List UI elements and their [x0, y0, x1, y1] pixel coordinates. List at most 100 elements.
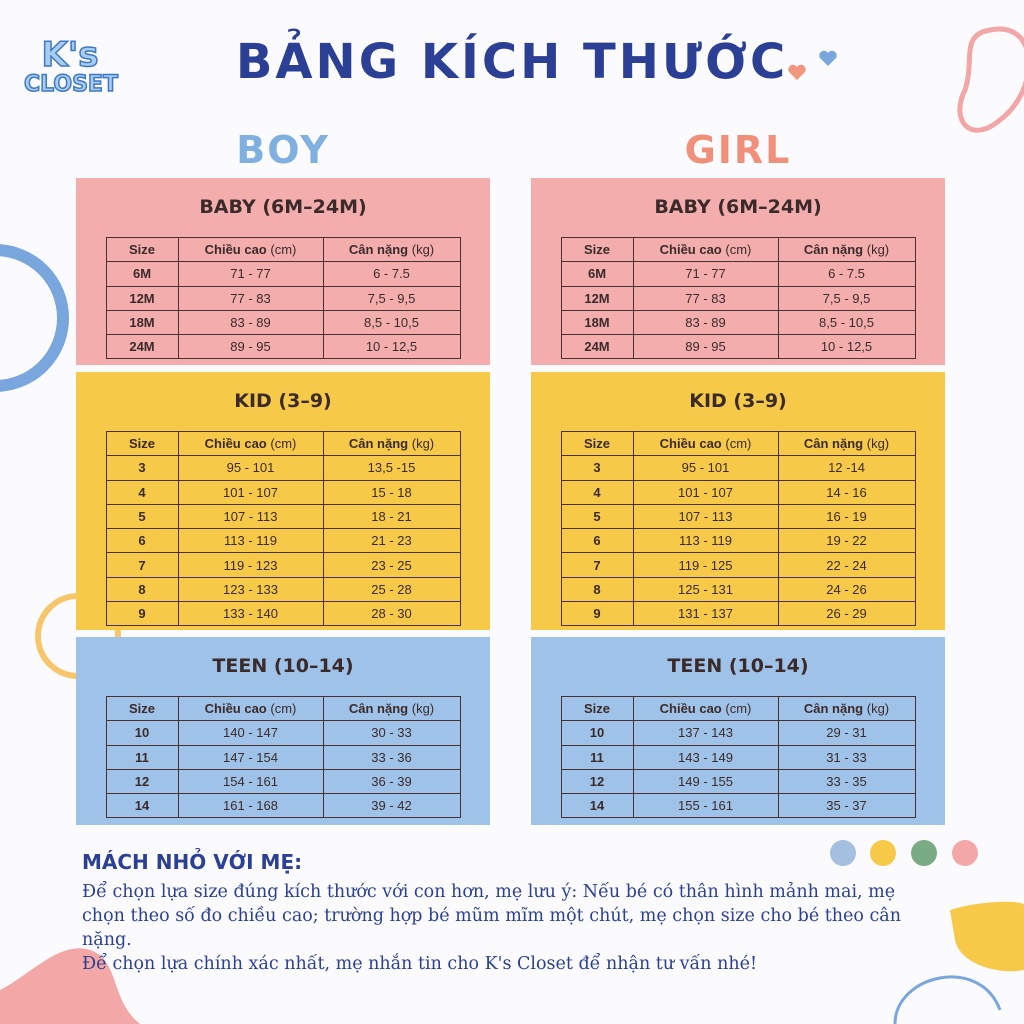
weight-header: Cân nặng (kg) — [777, 430, 916, 457]
weight-cell: 6 - 7.5 — [322, 261, 461, 287]
panel-title: TEEN (10–14) — [212, 655, 354, 677]
weight-cell: 24 - 26 — [777, 576, 916, 603]
size-cell: 4 — [105, 479, 179, 505]
table-row: 7 119 - 123 23 - 25 — [105, 552, 461, 578]
table-header: Size Chiều cao (cm) Cân nặng (kg) — [105, 695, 461, 722]
height-cell: 83 - 89 — [177, 309, 324, 336]
size-cell: 11 — [560, 744, 634, 770]
page-title: BẢNG KÍCH THƯỚC — [235, 34, 789, 90]
girl-baby-panel: BABY (6M–24M) Size Chiều cao (cm) Cân nặ… — [531, 178, 945, 365]
green-dot — [911, 840, 937, 866]
table-row: 3 95 - 101 12 -14 — [560, 455, 916, 481]
size-cell: 18M — [105, 309, 179, 336]
pink-loop-decoration — [957, 26, 1024, 133]
table-row: 12 154 - 161 36 - 39 — [105, 768, 461, 795]
blue-dot — [830, 840, 856, 866]
girl-heading: GIRL — [684, 128, 792, 172]
weight-cell: 8,5 - 10,5 — [777, 309, 916, 336]
tips-section: MÁCH NHỎ VỚI MẸ: Để chọn lựa size đúng k… — [82, 850, 932, 976]
table-row: 11 147 - 154 33 - 36 — [105, 744, 461, 770]
pink-blob-decoration — [0, 948, 140, 1024]
table-row: 12M 77 - 83 7,5 - 9,5 — [560, 285, 916, 311]
table-row: 7 119 - 125 22 - 24 — [560, 552, 916, 578]
size-cell: 6M — [560, 261, 634, 287]
height-cell: 149 - 155 — [632, 768, 779, 795]
size-cell: 14 — [560, 793, 634, 819]
tips-paragraph: Để chọn lựa size đúng kích thước với con… — [82, 882, 902, 950]
girl-teen-panel: TEEN (10–14) Size Chiều cao (cm) Cân nặn… — [531, 637, 945, 825]
weight-cell: 16 - 19 — [777, 503, 916, 530]
boy-teen-panel: TEEN (10–14) Size Chiều cao (cm) Cân nặn… — [76, 637, 490, 825]
weight-cell: 7,5 - 9,5 — [777, 285, 916, 311]
panel-title: BABY (6M–24M) — [654, 196, 822, 218]
height-header: Chiều cao (cm) — [177, 430, 324, 457]
weight-cell: 18 - 21 — [322, 503, 461, 530]
height-cell: 101 - 107 — [177, 479, 324, 505]
weight-cell: 31 - 33 — [777, 744, 916, 770]
height-header: Chiều cao (cm) — [177, 236, 324, 263]
size-cell: 10 — [105, 720, 179, 746]
height-cell: 107 - 113 — [632, 503, 779, 530]
table-row: 24M 89 - 95 10 - 12,5 — [105, 334, 461, 360]
height-cell: 71 - 77 — [632, 261, 779, 287]
size-header: Size — [560, 430, 634, 457]
weight-cell: 39 - 42 — [322, 793, 461, 819]
height-cell: 89 - 95 — [632, 334, 779, 360]
height-header: Chiều cao (cm) — [632, 236, 779, 263]
height-cell: 89 - 95 — [177, 334, 324, 360]
size-cell: 24M — [105, 334, 179, 360]
size-cell: 5 — [105, 503, 179, 530]
height-cell: 101 - 107 — [632, 479, 779, 505]
table-row: 12 149 - 155 33 - 35 — [560, 768, 916, 795]
panel-title: BABY (6M–24M) — [199, 196, 367, 218]
table-row: 6M 71 - 77 6 - 7.5 — [105, 261, 461, 287]
height-cell: 123 - 133 — [177, 576, 324, 603]
height-cell: 161 - 168 — [177, 793, 324, 819]
table-row: 10 137 - 143 29 - 31 — [560, 720, 916, 746]
table-row: 9 131 - 137 26 - 29 — [560, 601, 916, 627]
size-cell: 14 — [105, 793, 179, 819]
logo: K's CLOSET — [23, 35, 118, 98]
size-table: Size Chiều cao (cm) Cân nặng (kg) 3 95 - 1… — [105, 430, 461, 627]
table-row: 18M 83 - 89 8,5 - 10,5 — [560, 309, 916, 336]
weight-cell: 13,5 -15 — [322, 455, 461, 481]
size-cell: 12M — [105, 285, 179, 311]
weight-cell: 10 - 12,5 — [777, 334, 916, 360]
table-row: 5 107 - 113 18 - 21 — [105, 503, 461, 530]
size-cell: 3 — [105, 455, 179, 481]
height-cell: 107 - 113 — [177, 503, 324, 530]
height-cell: 119 - 125 — [632, 552, 779, 578]
height-cell: 71 - 77 — [177, 261, 324, 287]
size-cell: 7 — [560, 552, 634, 578]
size-cell: 6M — [105, 261, 179, 287]
table-row: 6 113 - 119 21 - 23 — [105, 528, 461, 554]
weight-header: Cân nặng (kg) — [777, 695, 916, 722]
size-table: Size Chiều cao (cm) Cân nặng (kg) 10 137 -… — [560, 695, 916, 819]
weight-cell: 26 - 29 — [777, 601, 916, 627]
weight-cell: 19 - 22 — [777, 528, 916, 554]
boy-heading: BOY — [236, 128, 330, 172]
size-table: Size Chiều cao (cm) Cân nặng (kg) 3 95 - 1… — [560, 430, 916, 627]
tips-paragraph: Để chọn lựa chính xác nhất, mẹ nhắn tin … — [82, 954, 758, 974]
size-header: Size — [105, 695, 179, 722]
weight-header: Cân nặng (kg) — [322, 430, 461, 457]
size-cell: 6 — [560, 528, 634, 554]
weight-cell: 14 - 16 — [777, 479, 916, 505]
height-cell: 137 - 143 — [632, 720, 779, 746]
size-cell: 12M — [560, 285, 634, 311]
size-cell: 6 — [105, 528, 179, 554]
size-table: Size Chiều cao (cm) Cân nặng (kg) 10 140 -… — [105, 695, 461, 819]
height-cell: 131 - 137 — [632, 601, 779, 627]
panel-title: TEEN (10–14) — [667, 655, 809, 677]
blue-arc-decoration — [893, 975, 1002, 1024]
height-cell: 154 - 161 — [177, 768, 324, 795]
table-header: Size Chiều cao (cm) Cân nặng (kg) — [105, 430, 461, 457]
pink-dot — [952, 840, 978, 866]
height-cell: 155 - 161 — [632, 793, 779, 819]
size-cell: 7 — [105, 552, 179, 578]
table-row: 24M 89 - 95 10 - 12,5 — [560, 334, 916, 360]
boy-baby-panel: BABY (6M–24M) Size Chiều cao (cm) Cân nặ… — [76, 178, 490, 365]
size-cell: 3 — [560, 455, 634, 481]
heart-icon — [819, 50, 837, 66]
size-cell: 9 — [105, 601, 179, 627]
